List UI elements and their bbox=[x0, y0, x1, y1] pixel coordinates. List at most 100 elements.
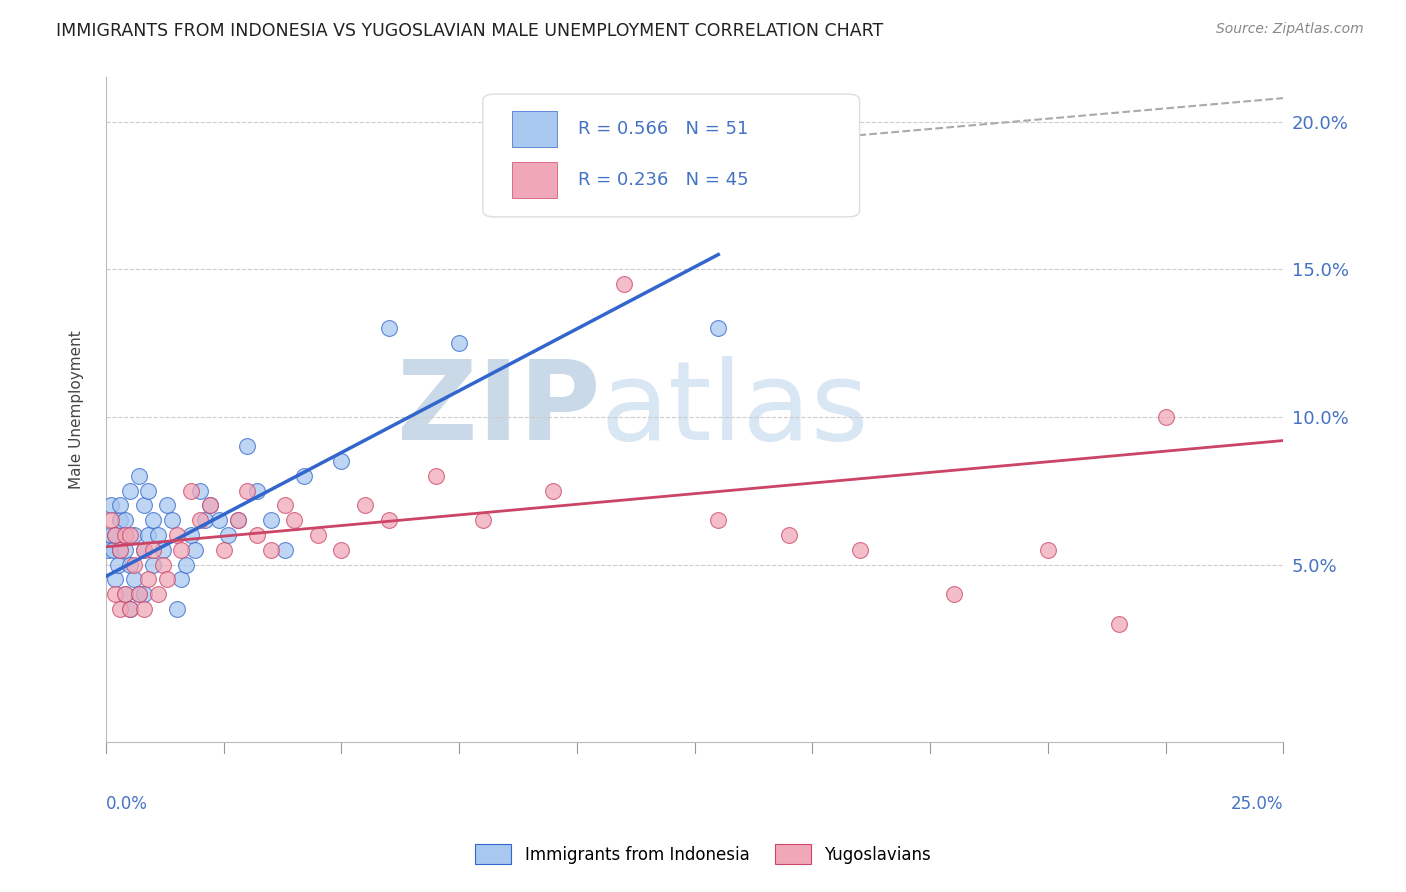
Point bbox=[156, 499, 179, 513]
Point bbox=[236, 483, 259, 498]
Point bbox=[1154, 409, 1177, 424]
Point bbox=[848, 542, 870, 557]
Point bbox=[707, 321, 730, 335]
Point bbox=[198, 499, 221, 513]
Point bbox=[246, 483, 269, 498]
Point bbox=[425, 469, 447, 483]
Point bbox=[160, 513, 183, 527]
Point bbox=[108, 542, 131, 557]
Point bbox=[122, 528, 145, 542]
Legend: Immigrants from Indonesia, Yugoslavians: Immigrants from Indonesia, Yugoslavians bbox=[468, 838, 938, 871]
Point bbox=[104, 528, 127, 542]
Point bbox=[132, 542, 155, 557]
Point bbox=[100, 528, 122, 542]
Point bbox=[246, 528, 269, 542]
Point bbox=[274, 542, 297, 557]
Point bbox=[170, 572, 193, 586]
Point bbox=[108, 542, 131, 557]
Point bbox=[212, 542, 235, 557]
Point bbox=[114, 542, 136, 557]
Text: 25.0%: 25.0% bbox=[1232, 795, 1284, 813]
Point bbox=[188, 513, 211, 527]
Point bbox=[180, 483, 202, 498]
Point bbox=[104, 528, 127, 542]
Point bbox=[132, 499, 155, 513]
Point bbox=[226, 513, 249, 527]
Text: atlas: atlas bbox=[600, 356, 869, 463]
Text: R = 0.566   N = 51: R = 0.566 N = 51 bbox=[578, 120, 748, 138]
Point bbox=[307, 528, 329, 542]
Point bbox=[108, 499, 131, 513]
Point bbox=[942, 587, 965, 601]
Point bbox=[274, 499, 297, 513]
Point bbox=[198, 499, 221, 513]
Point bbox=[377, 321, 399, 335]
Point bbox=[1108, 616, 1130, 631]
Text: 0.0%: 0.0% bbox=[105, 795, 148, 813]
Point bbox=[170, 542, 193, 557]
Point bbox=[330, 542, 353, 557]
Point bbox=[292, 469, 315, 483]
Point bbox=[142, 542, 165, 557]
Point bbox=[138, 483, 160, 498]
Point bbox=[104, 572, 127, 586]
Point bbox=[260, 542, 283, 557]
Point bbox=[174, 558, 197, 572]
Point bbox=[226, 513, 249, 527]
Point bbox=[208, 513, 231, 527]
Point bbox=[217, 528, 239, 542]
Point bbox=[114, 587, 136, 601]
Point bbox=[100, 513, 122, 527]
Point bbox=[188, 483, 211, 498]
Point bbox=[707, 513, 730, 527]
Text: R = 0.236   N = 45: R = 0.236 N = 45 bbox=[578, 171, 749, 189]
Point bbox=[118, 601, 141, 615]
Point bbox=[142, 558, 165, 572]
Point bbox=[97, 542, 120, 557]
Point bbox=[1036, 542, 1059, 557]
Point bbox=[471, 513, 494, 527]
Text: Male Unemployment: Male Unemployment bbox=[69, 330, 84, 489]
Point bbox=[118, 601, 141, 615]
FancyBboxPatch shape bbox=[512, 111, 557, 147]
Point bbox=[377, 513, 399, 527]
Point bbox=[128, 587, 150, 601]
Point bbox=[283, 513, 305, 527]
Point bbox=[122, 558, 145, 572]
Point bbox=[128, 469, 150, 483]
Text: IMMIGRANTS FROM INDONESIA VS YUGOSLAVIAN MALE UNEMPLOYMENT CORRELATION CHART: IMMIGRANTS FROM INDONESIA VS YUGOSLAVIAN… bbox=[56, 22, 883, 40]
Point bbox=[114, 513, 136, 527]
Point bbox=[138, 572, 160, 586]
Point bbox=[449, 336, 471, 351]
Point bbox=[354, 499, 377, 513]
Point bbox=[107, 558, 129, 572]
Point bbox=[138, 528, 160, 542]
Point bbox=[114, 587, 136, 601]
Text: Source: ZipAtlas.com: Source: ZipAtlas.com bbox=[1216, 22, 1364, 37]
Point bbox=[118, 528, 141, 542]
Point bbox=[132, 587, 155, 601]
Point bbox=[180, 528, 202, 542]
Point bbox=[104, 587, 127, 601]
Point bbox=[132, 542, 155, 557]
Point bbox=[330, 454, 353, 468]
Point bbox=[146, 587, 169, 601]
Point bbox=[260, 513, 283, 527]
Point bbox=[152, 558, 174, 572]
Point bbox=[118, 483, 141, 498]
Point bbox=[142, 513, 165, 527]
Point bbox=[194, 513, 217, 527]
Point bbox=[152, 542, 174, 557]
Text: ZIP: ZIP bbox=[396, 356, 600, 463]
Point bbox=[101, 542, 124, 557]
Point bbox=[156, 572, 179, 586]
Point bbox=[122, 572, 145, 586]
Point bbox=[146, 528, 169, 542]
Point bbox=[108, 601, 131, 615]
FancyBboxPatch shape bbox=[482, 94, 859, 217]
FancyBboxPatch shape bbox=[512, 161, 557, 198]
Point bbox=[108, 513, 131, 527]
Point bbox=[613, 277, 636, 291]
Point bbox=[166, 601, 188, 615]
Point bbox=[128, 587, 150, 601]
